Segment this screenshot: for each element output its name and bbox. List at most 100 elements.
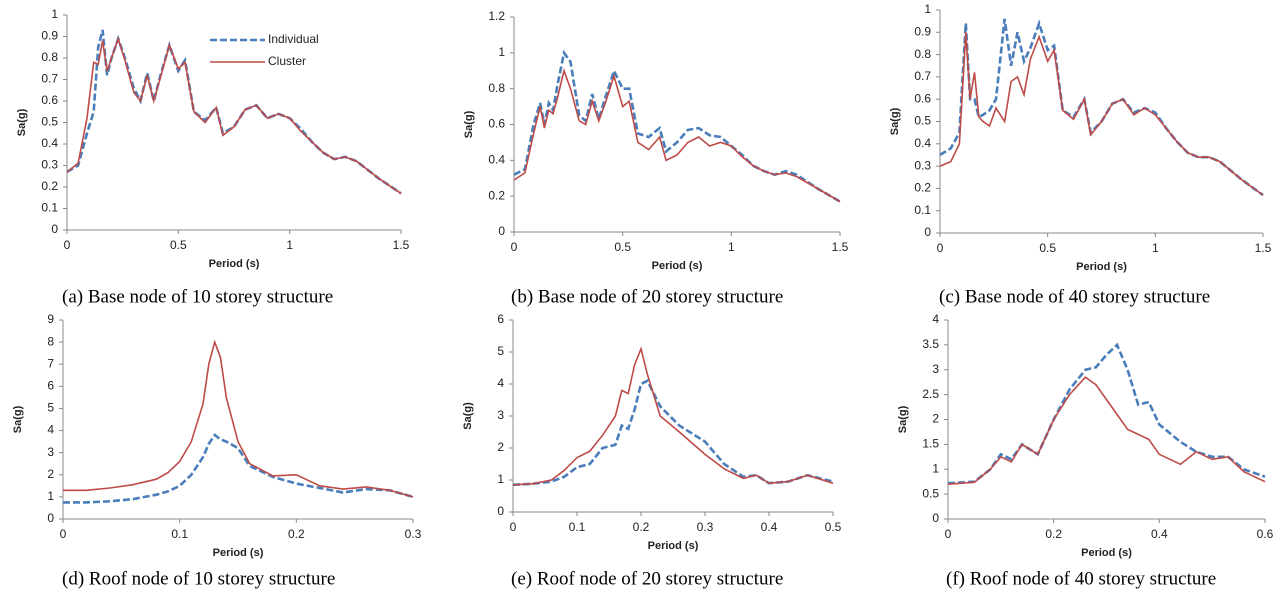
y-tick-label: 0.4 xyxy=(488,153,505,167)
x-axis-label: Period (s) xyxy=(209,258,260,270)
series-line xyxy=(66,29,402,195)
x-tick-label: 0.1 xyxy=(171,527,188,541)
x-tick-label: 1.5 xyxy=(832,240,849,254)
x-tick-label: 1 xyxy=(286,238,293,252)
x-tick-label: 0 xyxy=(60,527,67,541)
chart-panel: 0 1 2 3 4 5 6 7 8 9 0 0.1 0.2 0.3 Period (s) Sa(g) (d) R… xyxy=(12,312,422,589)
series-line xyxy=(512,346,834,486)
y-tick-label: 0.9 xyxy=(914,24,931,38)
y-tick-label: 8 xyxy=(47,334,54,348)
x-tick-label: 0 xyxy=(937,241,944,255)
y-tick-label: 2 xyxy=(932,412,939,426)
y-tick-label: 0 xyxy=(497,504,504,518)
x-tick-label: 1 xyxy=(1152,241,1159,255)
y-tick-label: 3 xyxy=(47,445,54,459)
y-tick-label: 5 xyxy=(47,401,54,415)
x-tick-label: 0.5 xyxy=(1039,241,1056,255)
y-tick-label: 1 xyxy=(924,2,931,16)
series-line xyxy=(63,433,414,504)
y-tick-label: 4 xyxy=(47,423,54,437)
x-tick-label: 0.2 xyxy=(633,520,650,534)
y-tick-label: 7 xyxy=(47,356,54,370)
y-tick-label: 1.5 xyxy=(922,437,939,451)
y-tick-label: 0.6 xyxy=(914,91,931,105)
series-line xyxy=(939,18,1264,197)
chart-panel: 0 0.5 1 1.5 2 2.5 3 3.5 4 0 0.2 0.4 0.6 Period (s) Sa(… xyxy=(897,312,1274,589)
x-axis-label: Period (s) xyxy=(213,547,264,559)
x-tick-label: 0.4 xyxy=(1151,527,1168,541)
y-tick-label: 4 xyxy=(497,376,504,390)
y-tick-label: 0.1 xyxy=(41,201,58,215)
x-tick-label: 0.5 xyxy=(825,520,842,534)
x-tick-label: 0.2 xyxy=(288,527,305,541)
y-tick-label: 9 xyxy=(47,312,54,326)
legend-label: Cluster xyxy=(268,54,306,68)
y-tick-label: 1.2 xyxy=(488,9,505,23)
y-axis-label: Sa(g) xyxy=(462,402,474,430)
y-tick-label: 0.6 xyxy=(488,117,505,131)
y-tick-label: 0.8 xyxy=(488,81,505,95)
y-tick-label: 0.2 xyxy=(488,188,505,202)
y-tick-label: 6 xyxy=(47,379,54,393)
y-tick-label: 0.5 xyxy=(922,486,939,500)
y-tick-label: 1 xyxy=(932,461,939,475)
x-tick-label: 0 xyxy=(64,238,71,252)
y-tick-label: 0.3 xyxy=(914,158,931,172)
y-tick-label: 2 xyxy=(497,440,504,454)
y-axis-label: Sa(g) xyxy=(897,405,909,433)
y-tick-label: 1 xyxy=(498,45,505,59)
y-tick-label: 0.4 xyxy=(41,136,58,150)
series-line xyxy=(513,68,841,203)
series-line xyxy=(939,32,1264,196)
y-tick-label: 0.7 xyxy=(41,72,58,86)
y-tick-label: 2.5 xyxy=(922,387,939,401)
y-axis-label: Sa(g) xyxy=(463,110,475,138)
y-tick-label: 0.2 xyxy=(914,181,931,195)
caption: (a) Base node of 10 storey structure xyxy=(62,286,333,307)
series-line xyxy=(512,379,834,487)
y-axis-label: Sa(g) xyxy=(12,405,24,433)
x-axis-label: Period (s) xyxy=(1081,547,1132,559)
x-tick-label: 1.5 xyxy=(1255,241,1272,255)
chart-panel: 0 0.2 0.4 0.6 0.8 1 1.2 0 0.5 1 1.5 Period (s) Sa(g)… xyxy=(463,9,849,307)
x-tick-label: 0.2 xyxy=(1045,527,1062,541)
chart-panel: 0 0.1 0.2 0.3 0.4 0.5 0.6 0.7 0.8 0.9 1 0 0.5 1 1.5 Per… xyxy=(889,2,1272,307)
x-tick-label: 0.5 xyxy=(170,238,187,252)
x-tick-label: 0.5 xyxy=(614,240,631,254)
y-tick-label: 0.8 xyxy=(41,50,58,64)
caption: (d) Roof node of 10 storey structure xyxy=(62,568,335,589)
caption: (c) Base node of 40 storey structure xyxy=(939,286,1210,307)
x-tick-label: 0.3 xyxy=(697,520,714,534)
y-tick-label: 1 xyxy=(47,489,54,503)
y-tick-label: 1 xyxy=(497,472,504,486)
series-line xyxy=(947,376,1266,485)
series-line xyxy=(66,36,402,195)
legend-label: Individual xyxy=(268,32,319,46)
x-tick-label: 0.1 xyxy=(569,520,586,534)
caption: (f) Roof node of 40 storey structure xyxy=(946,568,1216,589)
y-tick-label: 3 xyxy=(932,362,939,376)
y-tick-label: 0 xyxy=(932,511,939,525)
y-axis-label: Sa(g) xyxy=(889,107,901,135)
caption: (e) Roof node of 20 storey structure xyxy=(511,568,783,589)
x-axis-label: Period (s) xyxy=(652,260,703,272)
x-tick-label: 0 xyxy=(511,240,518,254)
y-tick-label: 1 xyxy=(51,7,58,21)
y-tick-label: 0.1 xyxy=(914,203,931,217)
x-tick-label: 0.3 xyxy=(405,527,422,541)
x-tick-label: 0 xyxy=(510,520,517,534)
y-tick-label: 0.5 xyxy=(41,115,58,129)
y-axis-label: Sa(g) xyxy=(16,108,28,136)
x-tick-label: 1.5 xyxy=(393,238,410,252)
y-tick-label: 4 xyxy=(932,312,939,326)
y-tick-label: 0.2 xyxy=(41,179,58,193)
y-tick-label: 5 xyxy=(497,344,504,358)
caption: (b) Base node of 20 storey structure xyxy=(511,286,783,307)
y-tick-label: 0.3 xyxy=(41,158,58,172)
x-tick-label: 0.6 xyxy=(1257,527,1274,541)
y-tick-label: 2 xyxy=(47,467,54,481)
x-axis-label: Period (s) xyxy=(1076,261,1127,273)
y-tick-label: 0.6 xyxy=(41,93,58,107)
chart-panel: 0 1 2 3 4 5 6 0 0.1 0.2 0.3 0.4 0.5 Period (s) Sa(g) (e… xyxy=(462,312,842,589)
